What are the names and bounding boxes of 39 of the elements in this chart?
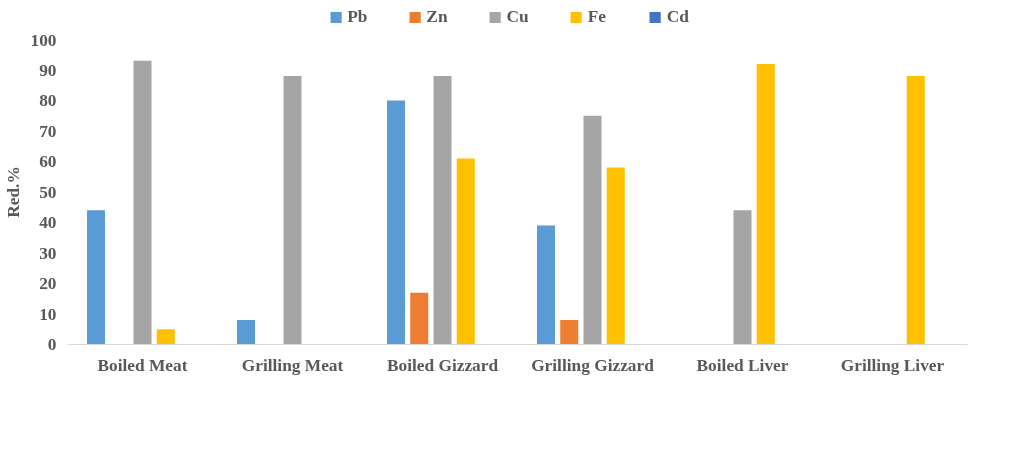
bar bbox=[733, 210, 752, 345]
y-axis-title: Red.% bbox=[3, 166, 23, 218]
bar bbox=[133, 60, 152, 345]
legend-label: Pb bbox=[347, 7, 368, 27]
bar bbox=[560, 320, 579, 345]
legend-label: Cd bbox=[666, 7, 689, 27]
bar bbox=[537, 225, 555, 345]
bar bbox=[237, 320, 255, 345]
bar bbox=[283, 76, 302, 345]
y-tick-label: 90 bbox=[39, 60, 57, 80]
legend-label: Fe bbox=[587, 7, 607, 27]
y-tick-label: 0 bbox=[47, 335, 57, 354]
bar bbox=[906, 76, 925, 345]
legend-label: Zn bbox=[426, 7, 448, 27]
x-tick-label: Boiled Liver bbox=[696, 355, 789, 375]
y-tick-label: 20 bbox=[39, 274, 57, 293]
bar bbox=[87, 210, 105, 345]
y-tick-label: 40 bbox=[39, 213, 57, 232]
x-tick-label: Boiled Meat bbox=[97, 355, 188, 375]
x-tick-label: Grilling Gizzard bbox=[531, 355, 655, 375]
bar bbox=[583, 115, 602, 345]
legend-label: Cu bbox=[506, 7, 529, 27]
y-tick-label: 100 bbox=[30, 30, 57, 50]
bar bbox=[410, 292, 429, 345]
y-tick-label: 50 bbox=[39, 182, 57, 202]
y-tick-label: 30 bbox=[39, 243, 57, 263]
y-tick-label: 80 bbox=[39, 91, 57, 110]
y-tick-label: 10 bbox=[39, 304, 57, 324]
x-tick-label: Boiled Gizzard bbox=[386, 355, 499, 375]
x-tick-label: Grilling Meat bbox=[241, 355, 344, 375]
x-tick-label: Grilling Liver bbox=[840, 355, 945, 375]
bar bbox=[606, 167, 625, 345]
bar bbox=[433, 76, 452, 345]
bar bbox=[387, 100, 405, 345]
bar bbox=[156, 329, 175, 345]
bar bbox=[756, 63, 775, 345]
y-tick-label: 60 bbox=[39, 152, 57, 171]
bar bbox=[456, 158, 475, 345]
y-tick-label: 70 bbox=[39, 121, 57, 141]
